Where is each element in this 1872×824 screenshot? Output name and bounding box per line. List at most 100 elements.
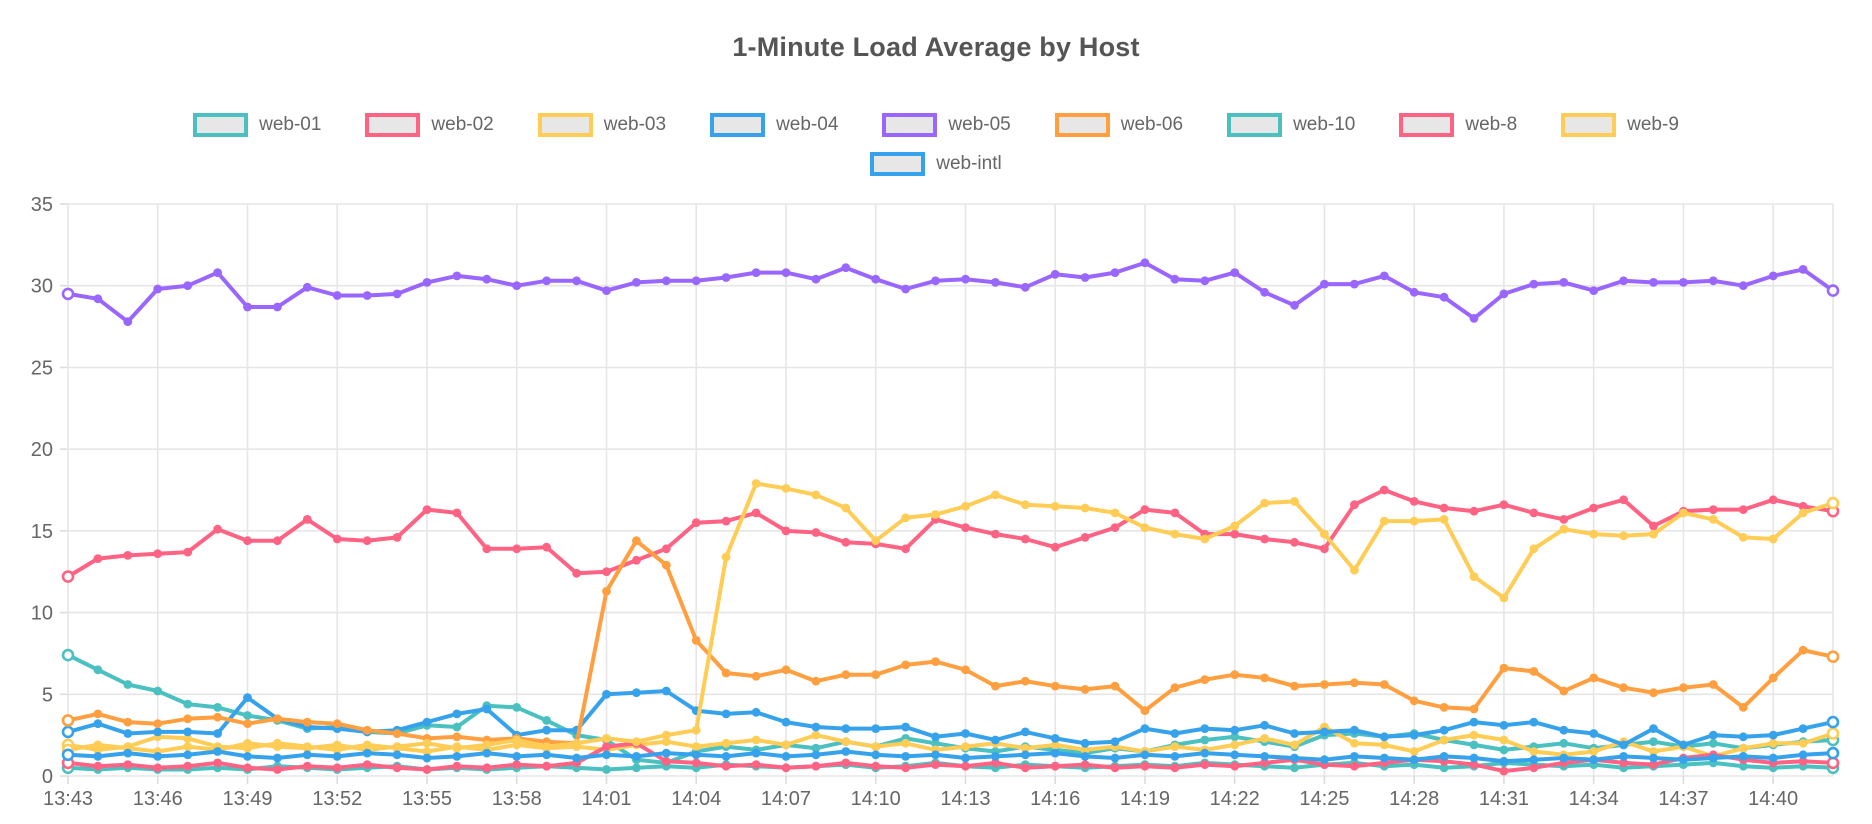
data-point-web-03[interactable] [781, 740, 791, 750]
data-point-web-02[interactable] [572, 568, 581, 578]
data-point-web-06[interactable] [931, 657, 940, 666]
data-point-web-03[interactable] [841, 737, 851, 747]
data-point-web-intl[interactable] [1826, 746, 1840, 760]
data-point-web-intl[interactable] [302, 750, 312, 760]
data-point-web-02[interactable] [632, 555, 641, 565]
data-point-web-02[interactable] [1320, 544, 1329, 554]
data-point-web-02[interactable] [961, 523, 970, 532]
data-point-web-05[interactable] [93, 294, 103, 304]
data-point-web-02[interactable] [1559, 515, 1569, 524]
data-point-web-9[interactable] [542, 742, 551, 751]
data-point-web-intl[interactable] [1559, 753, 1569, 763]
data-point-web-05[interactable] [1290, 300, 1299, 310]
data-point-web-05[interactable] [1260, 287, 1269, 297]
data-point-web-04[interactable] [721, 709, 731, 719]
data-point-web-06[interactable] [1798, 645, 1808, 655]
data-point-web-intl[interactable] [1050, 748, 1060, 758]
data-point-web-02[interactable] [602, 567, 611, 577]
data-point-web-04[interactable] [1469, 717, 1479, 727]
data-point-web-04[interactable] [542, 725, 551, 735]
data-point-web-06[interactable] [602, 586, 611, 596]
data-point-web-06[interactable] [1020, 676, 1030, 686]
data-point-web-intl[interactable] [691, 750, 701, 760]
data-point-web-04[interactable] [183, 727, 193, 737]
data-point-web-02[interactable] [1649, 521, 1658, 531]
data-point-web-06[interactable] [1290, 681, 1299, 691]
data-point-web-06[interactable] [1140, 706, 1150, 715]
data-point-web-06[interactable] [93, 709, 103, 719]
data-point-web-intl[interactable] [1499, 756, 1509, 766]
data-point-web-8[interactable] [1350, 761, 1359, 771]
data-point-web-06[interactable] [392, 729, 402, 738]
data-point-web-05[interactable] [721, 273, 731, 282]
data-point-web-06[interactable] [691, 636, 701, 645]
data-point-web-8[interactable] [1230, 761, 1240, 771]
data-point-web-01[interactable] [61, 648, 75, 662]
legend-item-web-04[interactable]: web-04 [710, 113, 838, 137]
data-point-web-9[interactable] [482, 740, 492, 750]
data-point-web-8[interactable] [1020, 763, 1030, 773]
legend-item-web-05[interactable]: web-05 [882, 113, 1011, 137]
data-point-web-intl[interactable] [273, 753, 282, 763]
data-point-web-02[interactable] [1768, 495, 1778, 505]
data-point-web-8[interactable] [392, 763, 402, 773]
data-point-web-8[interactable] [1050, 761, 1060, 771]
data-point-web-06[interactable] [452, 732, 462, 742]
data-point-web-05[interactable] [1110, 268, 1120, 277]
data-point-web-9[interactable] [273, 742, 282, 751]
data-point-web-8[interactable] [1826, 756, 1840, 770]
data-point-web-9[interactable] [392, 742, 402, 751]
data-point-web-8[interactable] [512, 760, 522, 769]
data-point-web-intl[interactable] [871, 750, 881, 760]
data-point-web-06[interactable] [183, 714, 193, 724]
data-point-web-06[interactable] [871, 670, 881, 680]
data-point-web-02[interactable] [243, 536, 252, 546]
data-point-web-05[interactable] [422, 278, 432, 287]
data-point-web-9[interactable] [1110, 508, 1120, 518]
data-point-web-03[interactable] [721, 738, 731, 748]
data-point-web-8[interactable] [1170, 763, 1180, 773]
data-point-web-02[interactable] [1080, 533, 1090, 542]
data-point-web-05[interactable] [1140, 258, 1150, 268]
data-point-web-intl[interactable] [1350, 752, 1359, 761]
data-point-web-intl[interactable] [392, 750, 402, 760]
data-point-web-04[interactable] [1140, 724, 1150, 733]
data-point-web-8[interactable] [1798, 756, 1808, 766]
data-point-web-02[interactable] [273, 536, 282, 546]
data-point-web-02[interactable] [691, 518, 701, 528]
data-point-web-06[interactable] [1409, 696, 1419, 706]
data-point-web-9[interactable] [1679, 508, 1688, 518]
data-point-web-9[interactable] [602, 734, 611, 743]
data-point-web-02[interactable] [661, 544, 671, 554]
data-point-web-9[interactable] [1708, 515, 1718, 524]
data-point-web-8[interactable] [661, 756, 671, 766]
data-point-web-8[interactable] [721, 761, 731, 771]
data-point-web-06[interactable] [302, 717, 312, 727]
data-point-web-8[interactable] [1110, 763, 1120, 773]
data-point-web-06[interactable] [751, 671, 761, 681]
data-point-web-06[interactable] [721, 668, 731, 678]
data-point-web-8[interactable] [452, 761, 462, 771]
data-point-web-03[interactable] [1768, 738, 1778, 748]
data-point-web-8[interactable] [691, 758, 701, 768]
data-point-web-05[interactable] [153, 284, 163, 294]
data-point-web-9[interactable] [512, 735, 522, 745]
data-point-web-intl[interactable] [901, 752, 910, 761]
data-point-web-intl[interactable] [1708, 753, 1718, 763]
data-point-web-04[interactable] [1020, 727, 1030, 737]
data-point-web-8[interactable] [183, 761, 193, 771]
data-point-web-01[interactable] [1200, 735, 1210, 745]
data-point-web-8[interactable] [811, 761, 821, 771]
data-point-web-01[interactable] [213, 703, 223, 712]
data-point-web-02[interactable] [1469, 506, 1479, 516]
data-point-web-8[interactable] [273, 765, 282, 774]
data-point-web-04[interactable] [1379, 732, 1389, 742]
data-point-web-06[interactable] [61, 714, 75, 727]
data-point-web-04[interactable] [931, 732, 940, 742]
data-point-web-intl[interactable] [1409, 755, 1419, 765]
data-point-web-9[interactable] [1589, 529, 1599, 539]
data-point-web-05[interactable] [871, 274, 881, 284]
data-point-web-05[interactable] [781, 268, 791, 277]
data-point-web-intl[interactable] [1738, 752, 1748, 761]
